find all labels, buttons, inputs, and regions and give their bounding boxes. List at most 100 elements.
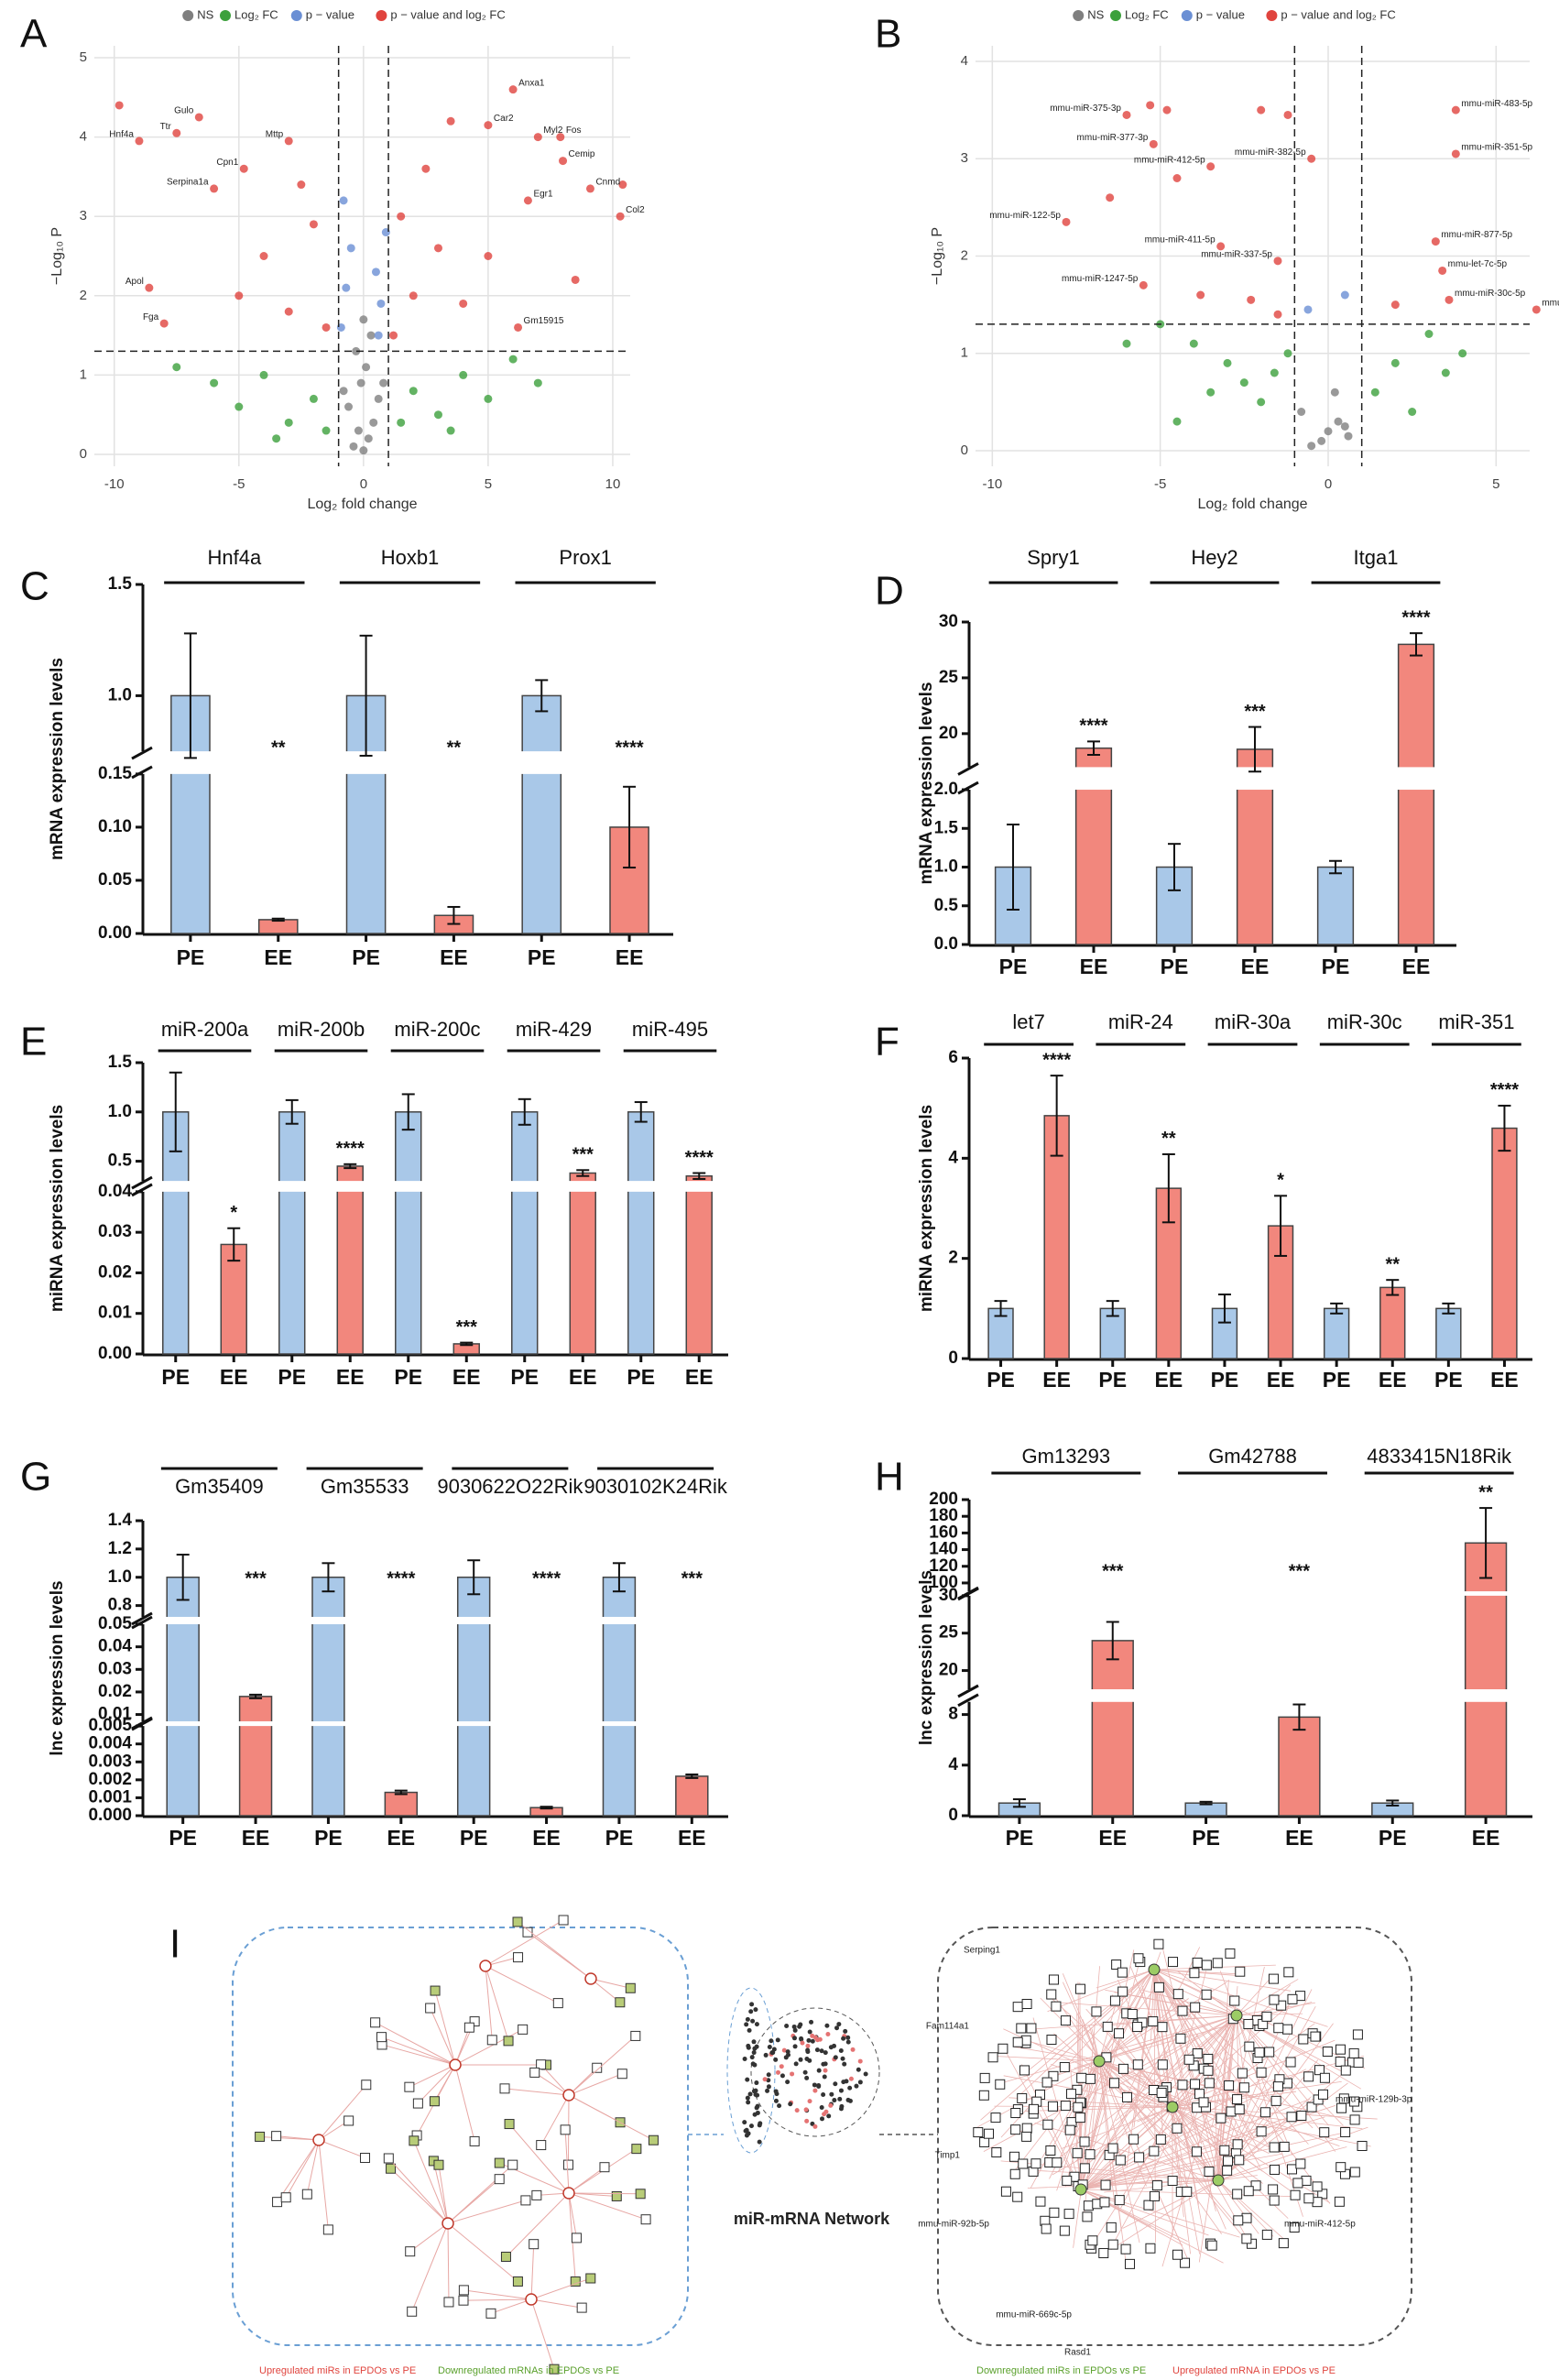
mini-node bbox=[857, 2080, 863, 2085]
network-node bbox=[485, 2308, 496, 2319]
group-label: 9030102K24Rik bbox=[583, 1475, 728, 1498]
network-edge bbox=[454, 2028, 523, 2066]
point-label: Gulo bbox=[174, 106, 194, 116]
point bbox=[376, 299, 386, 308]
mini-node bbox=[838, 2047, 844, 2053]
network-edge bbox=[1153, 1969, 1203, 2145]
mini-node bbox=[816, 2068, 822, 2073]
point-label: Apol bbox=[125, 277, 144, 287]
axis-break-gap bbox=[971, 1591, 1532, 1596]
network-node bbox=[1229, 1995, 1240, 2006]
legend-swatch bbox=[220, 10, 231, 21]
network-hub bbox=[1074, 2183, 1087, 2196]
axis-break bbox=[957, 1684, 979, 1698]
network-node bbox=[1225, 1948, 1236, 1959]
point bbox=[571, 275, 580, 284]
mini-node bbox=[806, 2037, 812, 2043]
x-tick-label: PE bbox=[1322, 955, 1350, 978]
network-node bbox=[1306, 2102, 1317, 2113]
network-edge bbox=[1141, 1989, 1237, 2016]
point bbox=[1441, 368, 1450, 377]
point-label: mmu-miR-877-5p bbox=[1441, 230, 1512, 240]
network-node bbox=[1270, 2095, 1281, 2106]
mini-node bbox=[744, 2133, 749, 2138]
mini-node bbox=[814, 2047, 820, 2053]
bar bbox=[675, 1775, 709, 1817]
y-tick-label: 1 bbox=[961, 345, 968, 361]
network-node bbox=[1286, 2112, 1297, 2123]
mini-node bbox=[816, 2083, 822, 2089]
point bbox=[172, 363, 181, 372]
y-tick-label: 25 bbox=[939, 668, 959, 687]
network-edge bbox=[1080, 2069, 1307, 2190]
network-node bbox=[1020, 2035, 1031, 2046]
network-node bbox=[998, 2043, 1008, 2054]
x-tick-label: 5 bbox=[485, 476, 492, 492]
network-node bbox=[1114, 2195, 1125, 2206]
panel-letter: I bbox=[169, 1922, 180, 1967]
y-tick-label: 6 bbox=[948, 1048, 958, 1067]
mini-node bbox=[804, 2057, 810, 2062]
network-node bbox=[1052, 2157, 1063, 2168]
network-node bbox=[1338, 2093, 1349, 2104]
significance-label: **** bbox=[1079, 716, 1107, 737]
group-label: miR-200a bbox=[161, 1018, 249, 1041]
network-node bbox=[376, 2032, 387, 2043]
y-tick-label: 0.01 bbox=[98, 1705, 132, 1724]
y-tick-label: 100 bbox=[929, 1573, 958, 1592]
mini-node bbox=[833, 2081, 838, 2087]
network-node bbox=[301, 2189, 312, 2200]
network-box bbox=[937, 1927, 1412, 2346]
network-edge bbox=[375, 2022, 456, 2066]
network-node bbox=[1254, 2047, 1265, 2058]
point bbox=[371, 267, 380, 277]
y-tick-label: 0.5 bbox=[934, 896, 959, 915]
y-tick-label: 4 bbox=[948, 1148, 958, 1167]
network-edge bbox=[1098, 2060, 1223, 2234]
network-edge bbox=[1098, 2002, 1313, 2062]
mini-node bbox=[854, 2083, 859, 2089]
network-node bbox=[1270, 2164, 1281, 2175]
mini-node bbox=[807, 2099, 812, 2104]
network-node bbox=[991, 2147, 1002, 2158]
network-node bbox=[1357, 2140, 1368, 2151]
network-edge bbox=[568, 2167, 605, 2194]
point bbox=[284, 136, 293, 146]
network-node bbox=[512, 2276, 523, 2287]
y-tick-label: 0.002 bbox=[88, 1770, 132, 1789]
point bbox=[1283, 110, 1292, 119]
y-axis-label: mRNA expression levels bbox=[917, 682, 936, 884]
network-hub bbox=[479, 1960, 492, 1972]
network-edge bbox=[1110, 2179, 1219, 2251]
network-node bbox=[1269, 2195, 1280, 2206]
network-node bbox=[529, 2067, 540, 2078]
point-label: Ttr bbox=[160, 122, 172, 132]
y-tick-label: 0 bbox=[961, 442, 968, 458]
point bbox=[508, 355, 518, 364]
y-tick-label: 0.005 bbox=[88, 1716, 132, 1735]
mini-node bbox=[841, 2036, 846, 2041]
point bbox=[1340, 421, 1349, 431]
network-node bbox=[343, 2115, 354, 2126]
mini-node bbox=[823, 2050, 828, 2056]
point bbox=[322, 322, 331, 332]
network-node bbox=[1287, 1993, 1298, 2004]
point bbox=[210, 378, 219, 388]
network-edge bbox=[1153, 1969, 1292, 1992]
point-label: mmu-miR-351-5p bbox=[1461, 143, 1532, 153]
point bbox=[1438, 266, 1447, 275]
y-tick-label: 30 bbox=[939, 612, 958, 631]
network-node bbox=[1204, 2078, 1215, 2089]
network-edge bbox=[306, 2139, 320, 2195]
network-node bbox=[1153, 1938, 1164, 1949]
mini-node bbox=[840, 2056, 845, 2061]
legend-swatch bbox=[290, 10, 302, 21]
network-edge bbox=[447, 2222, 518, 2282]
legend-label: NS bbox=[1087, 7, 1104, 21]
x-tick-label: -10 bbox=[104, 476, 125, 492]
network-edge bbox=[1054, 1969, 1155, 2063]
network-node bbox=[1319, 2127, 1330, 2138]
network-edge bbox=[1080, 2178, 1162, 2190]
y-axis-label: −Log₁₀ P bbox=[49, 227, 65, 285]
x-tick-label: EE bbox=[242, 1826, 270, 1850]
